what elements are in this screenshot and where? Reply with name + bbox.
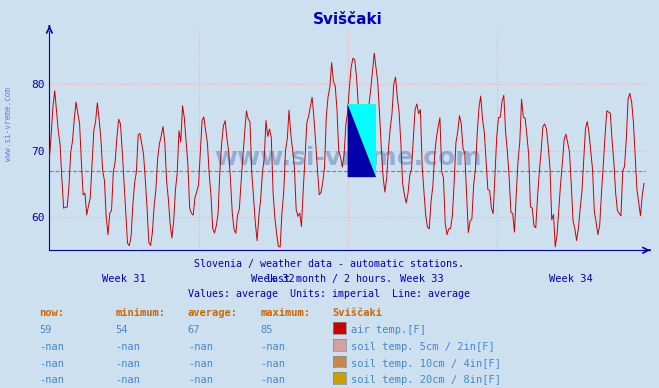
Text: soil temp. 20cm / 8in[F]: soil temp. 20cm / 8in[F] (351, 375, 501, 385)
Text: -nan: -nan (40, 375, 65, 385)
Text: -nan: -nan (260, 359, 285, 369)
Title: Sviščaki: Sviščaki (313, 12, 382, 27)
Text: 59: 59 (40, 325, 52, 335)
Text: Week 31: Week 31 (102, 274, 146, 284)
Text: -nan: -nan (260, 375, 285, 385)
Text: www.si-vreme.com: www.si-vreme.com (4, 87, 13, 161)
Text: Week 34: Week 34 (550, 274, 593, 284)
Text: Week 32: Week 32 (251, 274, 295, 284)
Text: Values: average  Units: imperial  Line: average: Values: average Units: imperial Line: av… (188, 289, 471, 299)
Text: -nan: -nan (115, 342, 140, 352)
Text: 67: 67 (188, 325, 200, 335)
Text: -nan: -nan (115, 375, 140, 385)
Text: 85: 85 (260, 325, 273, 335)
Text: Week 33: Week 33 (400, 274, 444, 284)
Bar (348, 104, 376, 177)
Text: -nan: -nan (40, 342, 65, 352)
Text: maximum:: maximum: (260, 308, 310, 319)
Text: -nan: -nan (188, 359, 213, 369)
Text: now:: now: (40, 308, 65, 319)
Text: Slovenia / weather data - automatic stations.: Slovenia / weather data - automatic stat… (194, 259, 465, 269)
Text: -nan: -nan (260, 342, 285, 352)
Polygon shape (348, 104, 376, 177)
Text: www.si-vreme.com: www.si-vreme.com (214, 146, 481, 170)
Text: minimum:: minimum: (115, 308, 165, 319)
Text: last month / 2 hours.: last month / 2 hours. (266, 274, 393, 284)
Text: -nan: -nan (40, 359, 65, 369)
Text: air temp.[F]: air temp.[F] (351, 325, 426, 335)
Text: soil temp. 5cm / 2in[F]: soil temp. 5cm / 2in[F] (351, 342, 495, 352)
Text: soil temp. 10cm / 4in[F]: soil temp. 10cm / 4in[F] (351, 359, 501, 369)
Text: average:: average: (188, 308, 238, 319)
Text: -nan: -nan (115, 359, 140, 369)
Text: Sviščaki: Sviščaki (333, 308, 383, 319)
Polygon shape (348, 104, 376, 177)
Text: -nan: -nan (188, 342, 213, 352)
Text: 54: 54 (115, 325, 128, 335)
Text: -nan: -nan (188, 375, 213, 385)
